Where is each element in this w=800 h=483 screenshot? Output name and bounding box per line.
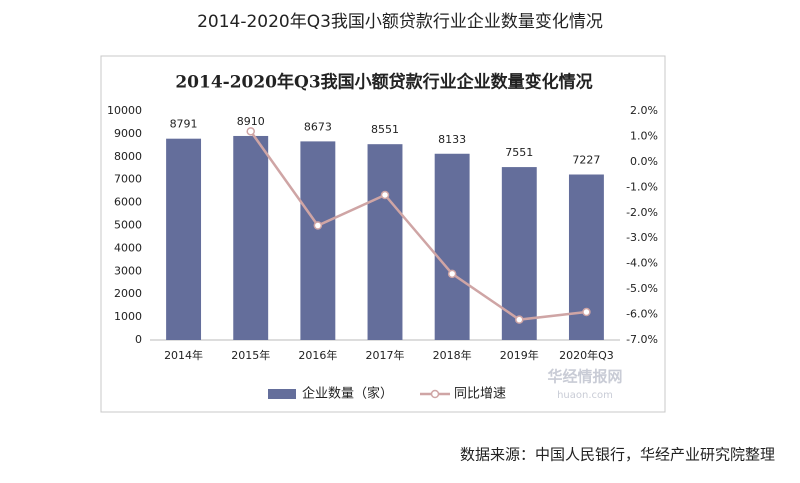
data-label: 7227 <box>572 154 600 167</box>
y2-tick-label: -5.0% <box>626 282 658 295</box>
page-title: 2014-2020年Q3我国小额贷款行业企业数量变化情况 <box>197 12 603 32</box>
y-tick-label: 8000 <box>114 150 142 163</box>
y-tick-label: 7000 <box>114 173 142 186</box>
y-tick-label: 1000 <box>114 310 142 323</box>
point <box>380 190 390 200</box>
bar <box>300 141 336 340</box>
bar <box>434 153 470 340</box>
point <box>246 127 255 136</box>
point <box>515 315 524 324</box>
y-tick-label: 6000 <box>114 196 142 209</box>
legend-swatch <box>268 389 296 399</box>
data-label: 8791 <box>170 118 198 131</box>
y-tick-label: 3000 <box>114 264 142 277</box>
y2-tick-label: -6.0% <box>626 308 658 321</box>
watermark: huaon.com <box>557 390 613 401</box>
y2-tick-label: 1.0% <box>630 129 658 142</box>
bar <box>501 167 537 340</box>
legend-label: 企业数量（家） <box>302 386 393 402</box>
legend-swatch <box>430 389 440 399</box>
point <box>582 307 591 317</box>
chart-title: 2014-2020年Q3我国小额贷款行业企业数量变化情况 <box>175 72 592 93</box>
y2-tick-label: -3.0% <box>626 231 658 244</box>
y-tick-label: 2000 <box>114 287 142 300</box>
source-note: 数据来源：中国人民银行，华经产业研究院整理 <box>460 446 775 464</box>
y-tick-label: 5000 <box>114 219 142 232</box>
bar <box>233 135 269 340</box>
y2-tick-label: -4.0% <box>626 257 658 270</box>
y2-tick-label: -2.0% <box>626 206 658 219</box>
watermark: 华经情报网 <box>547 368 622 386</box>
legend-label: 同比增速 <box>454 387 506 402</box>
y2-tick-label: 0.0% <box>630 155 658 168</box>
x-tick-label: 2019年 <box>500 348 539 362</box>
data-label: 8673 <box>304 120 332 133</box>
line <box>249 130 587 321</box>
bar <box>166 138 202 340</box>
data-label: 7551 <box>505 146 533 159</box>
data-label: 8551 <box>371 123 399 136</box>
data-label: 8910 <box>237 115 265 128</box>
x-tick-label: 2020年Q3 <box>559 348 614 362</box>
data-label: 8133 <box>438 133 466 146</box>
bar <box>367 144 403 340</box>
y2-tick-label: 2.0% <box>630 104 658 117</box>
y2-tick-label: -1.0% <box>626 180 658 193</box>
x-tick-label: 2014年 <box>164 348 203 362</box>
x-tick-label: 2015年 <box>231 348 270 362</box>
y2-tick-label: -7.0% <box>626 333 658 346</box>
y-tick-label: 0 <box>135 333 142 346</box>
x-tick-label: 2018年 <box>433 348 472 362</box>
x-tick-label: 2017年 <box>366 348 405 362</box>
y-tick-label: 4000 <box>114 241 142 254</box>
x-tick-label: 2016年 <box>298 348 337 362</box>
point <box>313 221 323 230</box>
y-tick-label: 10000 <box>107 104 142 117</box>
y-tick-label: 9000 <box>114 127 142 140</box>
point <box>447 269 457 279</box>
